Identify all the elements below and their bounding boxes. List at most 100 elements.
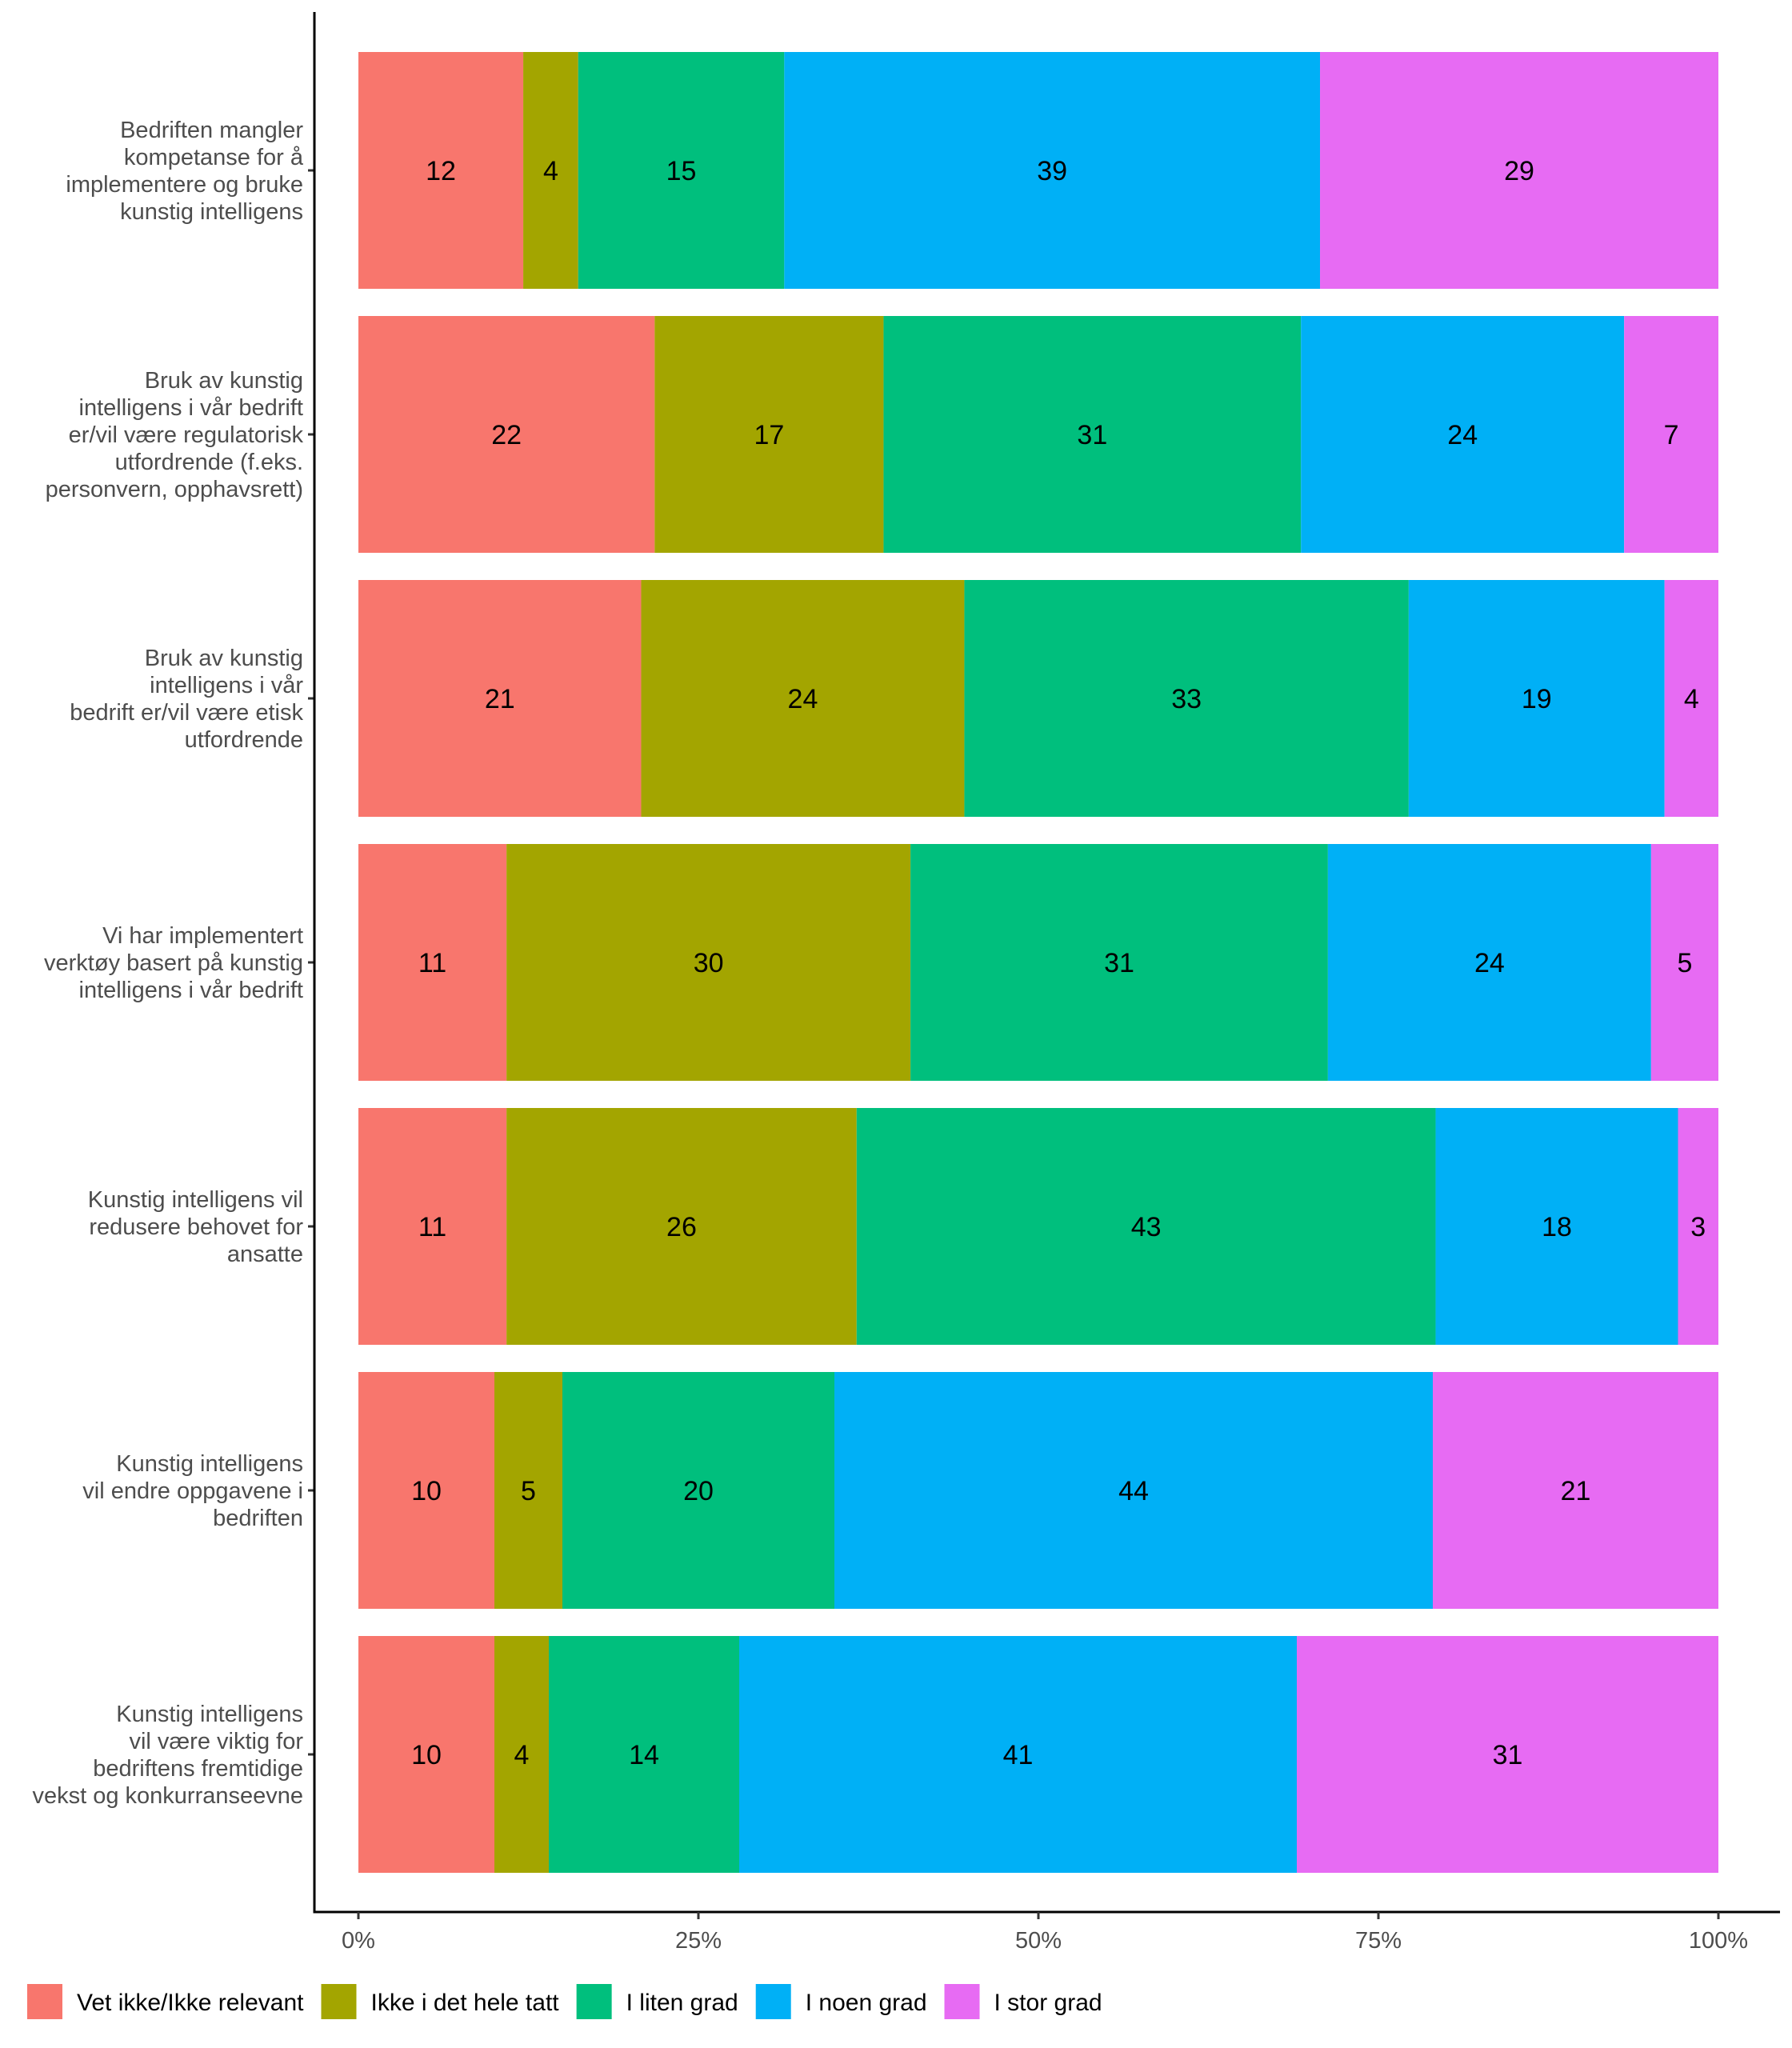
data-label: 43 (1131, 1212, 1162, 1242)
data-label: 30 (694, 948, 724, 978)
bar-segment (506, 1108, 857, 1345)
legend-swatch (755, 1984, 791, 2019)
data-label: 39 (1037, 156, 1067, 186)
bar-segment (562, 1372, 834, 1609)
bar-segment (506, 844, 911, 1081)
bar-segment (358, 52, 524, 289)
bar-row: 10 5 20 44 21 (358, 1372, 1718, 1609)
bar-segment (883, 316, 1302, 553)
legend-label: I stor grad (994, 1990, 1102, 2016)
legend-label: I noen grad (806, 1990, 927, 2016)
bar-segment (494, 1636, 549, 1873)
bar-segment (549, 1636, 739, 1873)
bar-segment (358, 316, 655, 553)
data-label: 24 (1474, 948, 1505, 978)
data-label: 31 (1104, 948, 1134, 978)
bar-segment (1320, 52, 1718, 289)
x-tick-label: 25% (675, 1928, 722, 1954)
data-label: 22 (491, 420, 522, 450)
data-label: 5 (1677, 948, 1692, 978)
data-label: 24 (1447, 420, 1478, 450)
data-label: 41 (1003, 1740, 1034, 1770)
bar-segment (1624, 316, 1718, 553)
data-label: 4 (543, 156, 558, 186)
bar-segment (1435, 1108, 1678, 1345)
bars-layer: 12 4 1 5 39 29 22 17 31 24 7 21 24 33 19 4 11 30 31 24 5 11 26… (358, 52, 1718, 1873)
bar-row: 11 26 43 18 3 (358, 1108, 1718, 1345)
data-label: 20 (683, 1476, 714, 1506)
bar-segment (654, 316, 884, 553)
data-label: 11 (418, 1212, 446, 1242)
category-label: Bedriften mangler kompetanse for å impleme… (66, 118, 303, 225)
data-label: 21 (1561, 1476, 1591, 1506)
data-label: 19 (1522, 684, 1552, 714)
legend-item: Vet ikke/Ikke relevant (27, 1984, 304, 2019)
bar-segment (739, 1636, 1297, 1873)
bar-segment (910, 844, 1328, 1081)
bar-segment (1297, 1636, 1718, 1873)
legend-item: I liten grad (576, 1984, 738, 2019)
bar-row: 10 4 14 41 31 (358, 1636, 1718, 1873)
x-tick-label: 100% (1689, 1928, 1748, 1954)
category-label: Kunstig intelligens vil endre oppgavene i… (82, 1451, 303, 1531)
bar-segment (1433, 1372, 1718, 1609)
data-label: 12 (426, 156, 456, 186)
data-label: 11 (418, 948, 446, 978)
legend-item: Ikke i det hele tatt (321, 1984, 559, 2019)
bar-segment (358, 1636, 494, 1873)
x-axis-ticks: 0% 25% 50% 75% 100% (342, 1912, 1748, 1954)
bar-row: 11 30 31 24 5 (358, 844, 1718, 1081)
legend-item: I noen grad (755, 1984, 927, 2019)
data-label: 21 (485, 684, 515, 714)
category-label: Kunstig intelligens vil redusere behovet … (88, 1187, 304, 1267)
bar-segment (856, 1108, 1436, 1345)
bar-segment (358, 1108, 507, 1345)
x-tick-label: 0% (342, 1928, 375, 1954)
data-label: 17 (754, 420, 784, 450)
category-label: Vi har implementert verktøy basert på kun… (44, 923, 303, 1003)
data-label: 18 (1542, 1212, 1572, 1242)
bar-row: 12 4 15 39 29 (358, 52, 1718, 289)
legend-swatch (27, 1984, 62, 2019)
bar-segment (1664, 580, 1718, 817)
data-label: 33 (1171, 684, 1202, 714)
bar-segment (1327, 844, 1651, 1081)
data-label: 5 (521, 1476, 536, 1506)
bar-segment (578, 52, 785, 289)
x-tick-label: 75% (1355, 1928, 1402, 1954)
bar-segment (523, 52, 578, 289)
bar-segment (834, 1372, 1433, 1609)
bar-segment (494, 1372, 562, 1609)
legend: Vet ikke/Ikke relevant Ikke i det hele ta… (27, 1984, 1102, 2019)
category-label: Bruk av kunstig intelligens i vår bedrift … (70, 646, 303, 753)
data-label: 26 (666, 1212, 697, 1242)
bar-row: 21 24 33 19 4 (358, 580, 1718, 817)
bar-segment (1301, 316, 1625, 553)
bar-segment (964, 580, 1409, 817)
bar-segment (358, 1372, 494, 1609)
data-label: 24 (788, 684, 818, 714)
data-label: 29 (1504, 156, 1534, 186)
bar-segment (1408, 580, 1665, 817)
bar-row: 22 17 31 24 7 (358, 316, 1718, 553)
data-label: 3 (1690, 1212, 1706, 1242)
data-label: 31 (1493, 1740, 1523, 1770)
legend-label: I liten grad (626, 1990, 738, 2016)
bar-segment (1650, 844, 1718, 1081)
data-label: 4 (1684, 684, 1699, 714)
data-label: 44 (1118, 1476, 1149, 1506)
legend-label: Vet ikke/Ikke relevant (77, 1990, 304, 2016)
legend-swatch (576, 1984, 612, 2019)
data-label: 10 (411, 1740, 442, 1770)
data-label: 7 (1664, 420, 1679, 450)
bar-segment (641, 580, 965, 817)
data-label: 10 (411, 1476, 442, 1506)
bar-segment (358, 580, 642, 817)
x-tick-label: 50% (1015, 1928, 1062, 1954)
bar-segment (358, 844, 507, 1081)
data-label: 31 (1077, 420, 1107, 450)
category-label: Bruk av kunstig intelligens i vår bedrift… (46, 368, 304, 502)
legend-item: I stor grad (944, 1984, 1102, 2019)
category-label: Kunstig intelligens vil være viktig for be… (32, 1702, 303, 1809)
